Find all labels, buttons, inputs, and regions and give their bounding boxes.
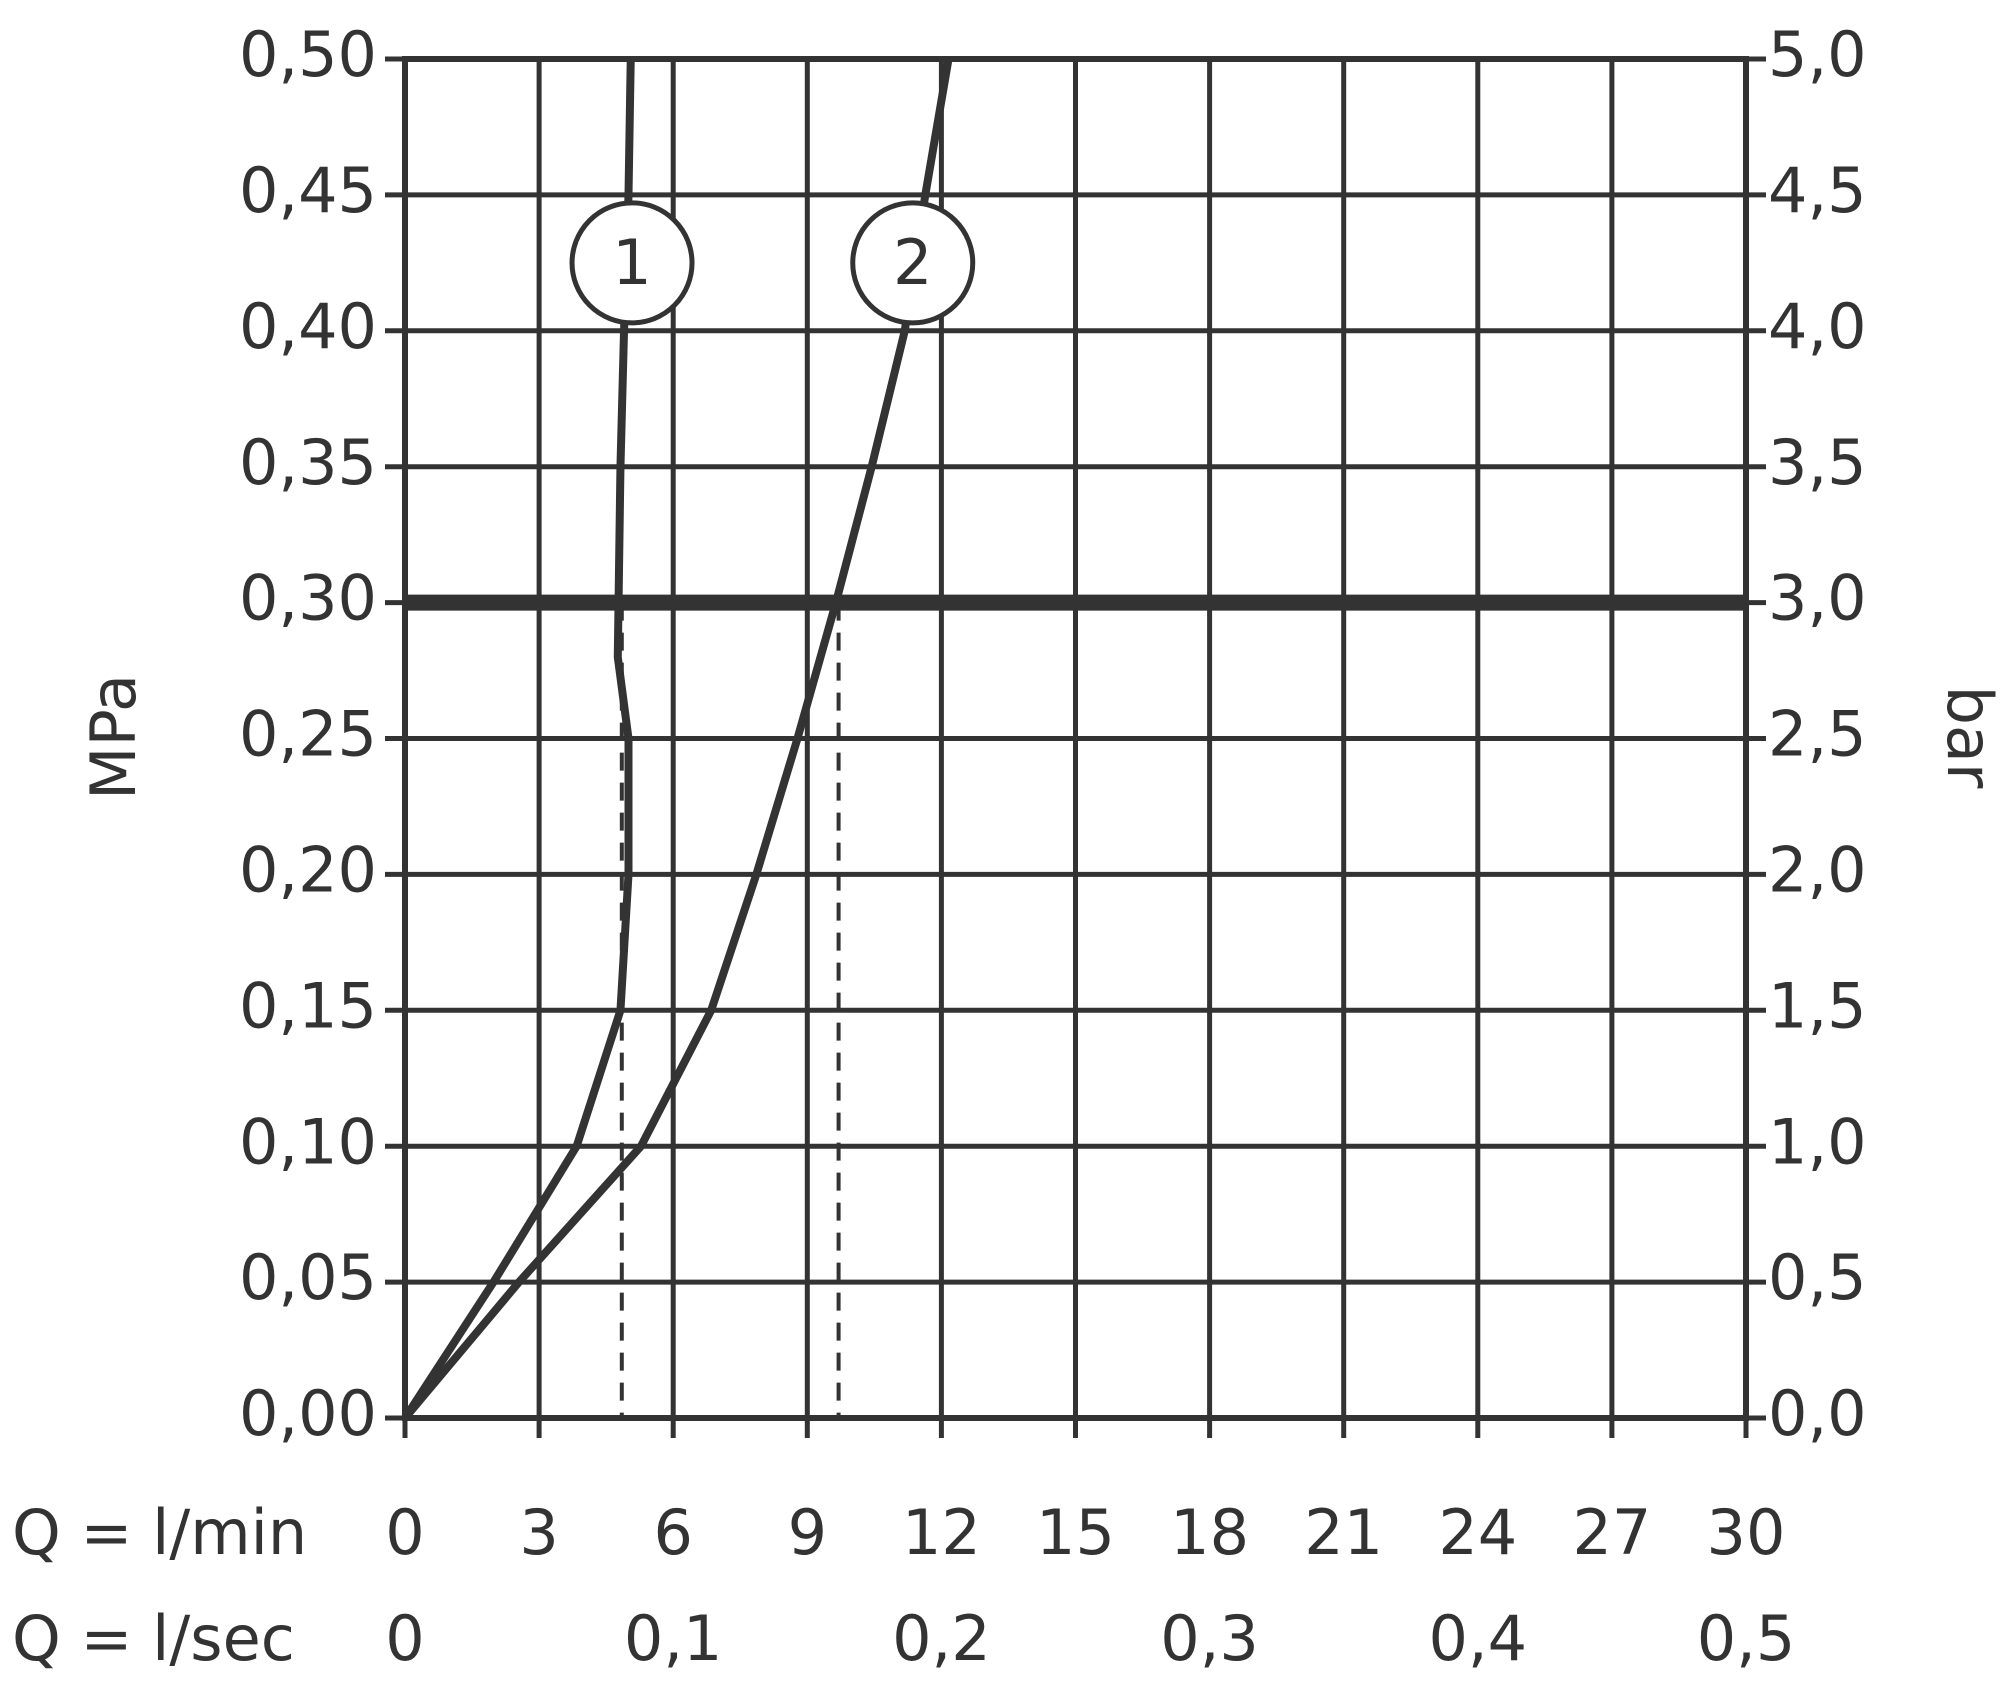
y2-axis-label: bar [1933,686,2000,789]
y-tick-label: 0,35 [239,426,377,499]
x-axis-label: Q = l/min [12,1496,307,1569]
x-tick-label: 24 [1438,1496,1517,1569]
y2-tick-label: 4,0 [1768,290,1867,363]
x-tick-label: 3 [519,1496,558,1569]
y2-tick-label: 0,0 [1768,1377,1867,1450]
y-tick-label: 0,15 [239,969,377,1042]
x2-tick-label: 0,1 [624,1602,723,1675]
x-tick-label: 12 [902,1496,981,1569]
y-tick-label: 0,05 [239,1241,377,1314]
x-tick-label: 6 [653,1496,692,1569]
y2-tick-label: 2,5 [1768,698,1867,771]
x-tick-label: 27 [1572,1496,1651,1569]
y-tick-label: 0,45 [239,154,377,227]
y2-tick-label: 1,5 [1768,969,1867,1042]
series-label: 1 [612,226,651,299]
x-tick-label: 9 [788,1496,827,1569]
x2-tick-label: 0,3 [1160,1602,1259,1675]
x2-tick-label: 0,5 [1697,1602,1796,1675]
y-tick-label: 0,50 [239,18,377,91]
x2-tick-label: 0 [385,1602,424,1675]
y-tick-label: 0,40 [239,290,377,363]
y2-tick-label: 3,0 [1768,562,1867,635]
x-tick-label: 30 [1707,1496,1786,1569]
x2-tick-label: 0,2 [892,1602,991,1675]
y2-tick-label: 3,5 [1768,426,1867,499]
x2-axis-label: Q = l/sec [12,1602,295,1675]
y-tick-label: 0,10 [239,1105,377,1178]
y-tick-label: 0,30 [239,562,377,635]
y2-tick-label: 4,5 [1768,154,1867,227]
y2-tick-label: 2,0 [1768,833,1867,906]
y2-tick-label: 5,0 [1768,18,1867,91]
x-tick-label: 21 [1304,1496,1383,1569]
y-axis-label: MPa [77,674,150,800]
x-tick-label: 18 [1170,1496,1249,1569]
plot-frame [402,56,1749,1421]
series-label-circle [569,200,695,326]
y2-tick-label: 1,0 [1768,1105,1867,1178]
x2-tick-label: 0,4 [1428,1602,1527,1675]
y-tick-label: 0,25 [239,698,377,771]
y-tick-label: 0,20 [239,833,377,906]
x-tick-label: 0 [385,1496,424,1569]
y-tick-label: 0,00 [239,1377,377,1450]
y2-tick-label: 0,5 [1768,1241,1867,1314]
series-label: 2 [893,226,932,299]
series-label-circle [850,200,976,326]
x-tick-label: 15 [1036,1496,1115,1569]
